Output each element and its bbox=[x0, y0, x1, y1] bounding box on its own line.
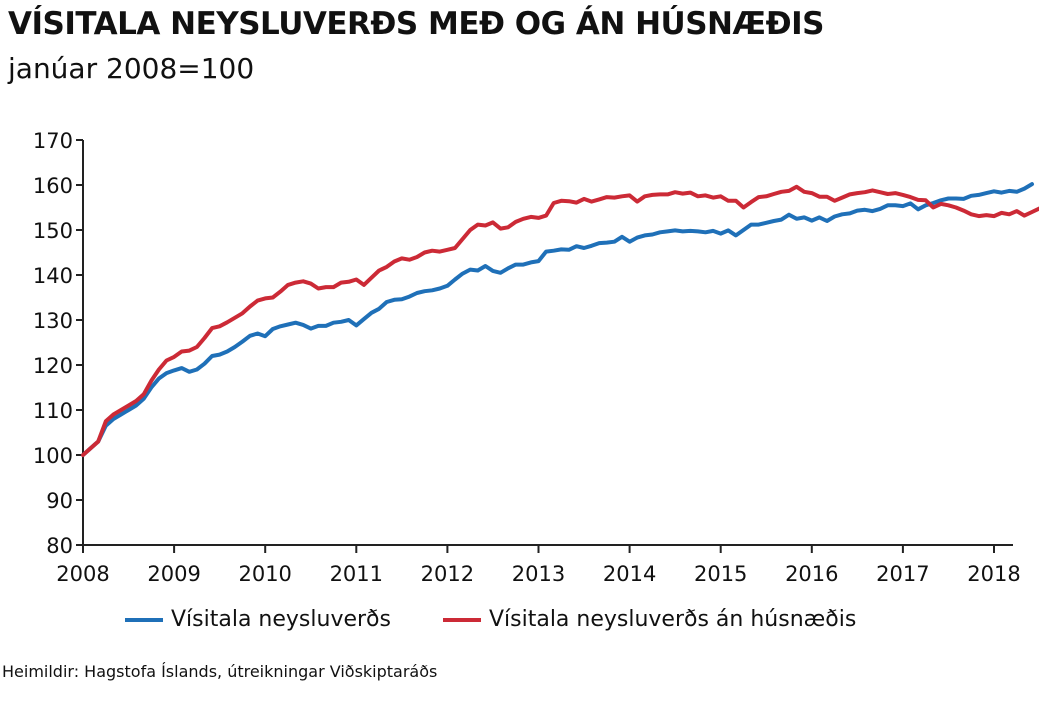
line-chart: 80 90 100 110 120 130 140 150 160 170 2008 2009 201… bbox=[33, 129, 1039, 586]
chart-title: VÍSITALA NEYSLUVERÐS MEÐ OG ÁN HÚSNÆÐIS bbox=[8, 6, 824, 42]
x-tick-label: 2017 bbox=[876, 562, 929, 586]
legend-swatch-cpi-excl-housing bbox=[442, 617, 481, 622]
y-tick-label: 80 bbox=[46, 534, 73, 558]
series-layer bbox=[81, 182, 1039, 457]
y-tick-label: 90 bbox=[46, 489, 73, 513]
legend-label-cpi: Vísitala neysluverðs bbox=[171, 607, 391, 632]
legend-item-cpi-excl-housing: Vísitala neysluverðs án húsnæðis bbox=[442, 607, 857, 632]
legend: Vísitala neysluverðs Vísitala neysluverð… bbox=[125, 607, 908, 632]
x-tick-label: 2012 bbox=[421, 562, 474, 586]
x-tick-label: 2018 bbox=[967, 562, 1020, 586]
x-tick-label: 2016 bbox=[785, 562, 838, 586]
x-tick-label: 2014 bbox=[603, 562, 656, 586]
chart-subtitle: janúar 2008=100 bbox=[8, 52, 255, 85]
y-tick-label: 160 bbox=[33, 174, 73, 198]
x-tick-label: 2010 bbox=[238, 562, 291, 586]
y-axis: 80 90 100 110 120 130 140 150 160 170 bbox=[33, 129, 84, 558]
y-tick-label: 130 bbox=[33, 309, 73, 333]
series-line-cpi-excl-housing bbox=[81, 184, 1039, 457]
y-tick-label: 120 bbox=[33, 354, 73, 378]
y-tick-label: 110 bbox=[33, 399, 73, 423]
x-tick-label: 2015 bbox=[694, 562, 747, 586]
x-tick-label: 2011 bbox=[330, 562, 383, 586]
legend-label-cpi-excl-housing: Vísitala neysluverðs án húsnæðis bbox=[488, 607, 857, 632]
y-tick-label: 170 bbox=[33, 129, 73, 153]
x-tick-label: 2013 bbox=[512, 562, 565, 586]
legend-swatch-cpi bbox=[125, 617, 163, 622]
legend-item-cpi: Vísitala neysluverðs bbox=[125, 607, 391, 632]
y-tick-label: 150 bbox=[33, 219, 73, 243]
x-tick-label: 2009 bbox=[147, 562, 200, 586]
y-tick-label: 140 bbox=[33, 264, 73, 288]
y-tick-label: 100 bbox=[33, 444, 73, 468]
x-tick-label: 2008 bbox=[56, 562, 109, 586]
source-note: Heimildir: Hagstofa Íslands, útreikninga… bbox=[2, 662, 438, 681]
x-axis: 2008 2009 2010 2011 2012 2013 2014 2015 2016 2017… bbox=[56, 544, 1021, 586]
series-line-cpi bbox=[81, 182, 1034, 457]
